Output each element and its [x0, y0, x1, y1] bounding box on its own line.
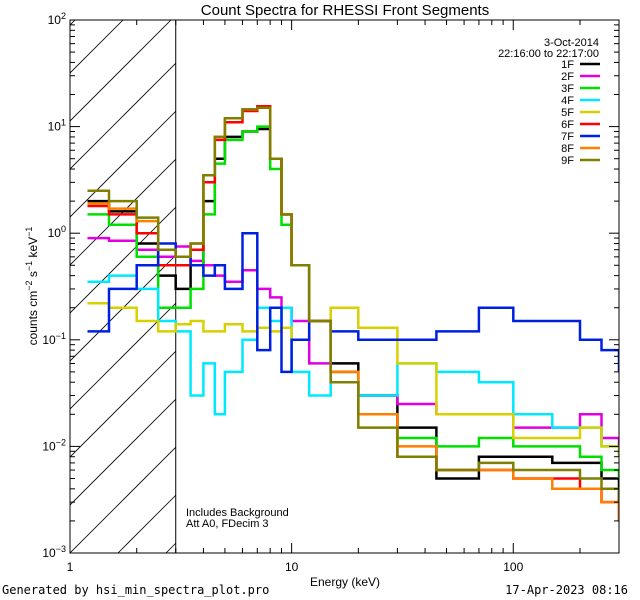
y-tick-label: 10−3 [42, 544, 66, 560]
y-tick-label: 10−2 [42, 437, 66, 453]
legend-label-5F: 5F [561, 107, 574, 119]
y-axis-label: counts cm−2 s−1 keV−1 [24, 227, 40, 346]
legend-label-2F: 2F [561, 71, 574, 83]
footer-generated-by: Generated by hsi_min_spectra_plot.pro [2, 583, 270, 597]
hatch-line [70, 20, 124, 74]
annotation-background: Includes Background [186, 507, 289, 519]
plot-frame [69, 19, 620, 554]
series-3F [87, 125, 619, 479]
x-tick-label: 100 [503, 560, 523, 574]
legend-label-4F: 4F [561, 95, 574, 107]
hatch-line [0, 0, 94, 553]
legend-label-3F: 3F [561, 83, 574, 95]
date-label: 3-Oct-2014 [544, 37, 599, 49]
legend-label-1F: 1F [561, 59, 574, 71]
y-tick-label: 10−1 [42, 331, 66, 347]
time-range-label: 22:16:00 to 22:17:00 [498, 48, 599, 60]
footer-timestamp: 17-Apr-2023 08:16 [505, 583, 628, 597]
chart-title: Count Spectra for RHESSI Front Segments [201, 2, 489, 19]
y-tick-label: 102 [48, 11, 66, 27]
series-9F [87, 106, 619, 503]
x-axis-label: Energy (keV) [310, 575, 380, 589]
y-tick-label: 101 [48, 118, 66, 134]
legend-label-6F: 6F [561, 119, 574, 131]
hatch-line [70, 20, 172, 122]
legend-label-7F: 7F [561, 131, 574, 143]
legend-label-8F: 8F [561, 143, 574, 155]
annotation-attenuator: Att A0, FDecim 3 [186, 518, 269, 530]
x-tick-label: 10 [285, 560, 299, 574]
x-tick-label: 1 [67, 560, 74, 574]
legend-label-9F: 9F [561, 155, 574, 167]
y-tick-label: 100 [48, 224, 66, 240]
